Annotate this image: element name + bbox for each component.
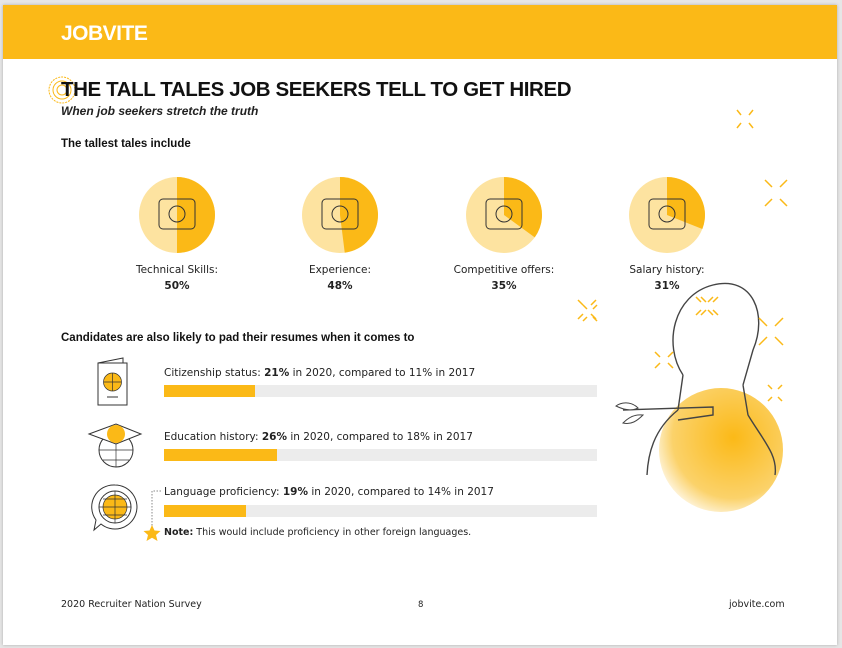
page-number: 8 — [418, 600, 424, 610]
header-bar: JOBVITE — [3, 5, 837, 59]
footer-link[interactable]: jobvite.com — [729, 599, 785, 610]
tale-pie-slice — [177, 177, 215, 253]
page-subtitle: When job seekers stretch the truth — [61, 104, 259, 118]
language-bar-fill — [164, 505, 247, 517]
education-bar — [164, 449, 597, 461]
money-hand-icon — [629, 177, 705, 253]
education-text: Education history: 26% in 2020, compared… — [164, 431, 473, 443]
tale-label: Technical Skills: — [135, 264, 219, 276]
sparkle-icons — [582, 296, 784, 402]
dotted-connector — [143, 490, 161, 541]
tale-value: 50% — [164, 280, 190, 292]
person-laptop-clock-icon — [302, 177, 378, 253]
page-title: THE TALL TALES JOB SEEKERS TELL TO GET H… — [61, 78, 572, 101]
tale-value: 48% — [327, 280, 353, 292]
citizenship-bar — [164, 385, 597, 397]
education-bar-fill — [164, 449, 277, 461]
tale-value: 31% — [654, 280, 680, 292]
language-text: Language proficiency: 19% in 2020, compa… — [164, 486, 494, 498]
footer-survey: 2020 Recruiter Nation Survey — [61, 599, 202, 610]
tale-value: 35% — [491, 280, 517, 292]
graduation-globe-icon — [87, 423, 143, 468]
note: Note: This would include proficiency in … — [164, 527, 472, 538]
pinocchio-illustration — [582, 282, 784, 512]
tale-pie-slice — [340, 177, 378, 253]
pad-heading: Candidates are also likely to pad their … — [61, 332, 415, 344]
tale-pie-slice — [667, 177, 705, 229]
concentric-circles-icon — [48, 76, 76, 104]
tale-label: Salary history: — [629, 264, 705, 276]
sparkle-icons-top — [736, 109, 788, 207]
hand-document-icon — [466, 177, 542, 253]
citizenship-text: Citizenship status: 21% in 2020, compare… — [164, 367, 476, 379]
passport-icon — [97, 357, 128, 406]
sparkle-icons-mid — [577, 296, 714, 320]
tales-heading: The tallest tales include — [61, 138, 191, 150]
language-bar — [164, 505, 597, 517]
star-icon — [143, 525, 161, 541]
report-page: JOBVITE THE TALL TALES JOB SEEKERS TELL … — [3, 5, 837, 645]
gear-tools-icon — [139, 177, 215, 253]
tale-label: Competitive offers: — [453, 264, 555, 276]
tale-label: Experience: — [308, 264, 372, 276]
jobvite-logo: JOBVITE — [61, 22, 148, 45]
globe-speech-icon — [91, 484, 138, 532]
tale-pie-slice — [504, 177, 542, 238]
citizenship-bar-fill — [164, 385, 255, 397]
